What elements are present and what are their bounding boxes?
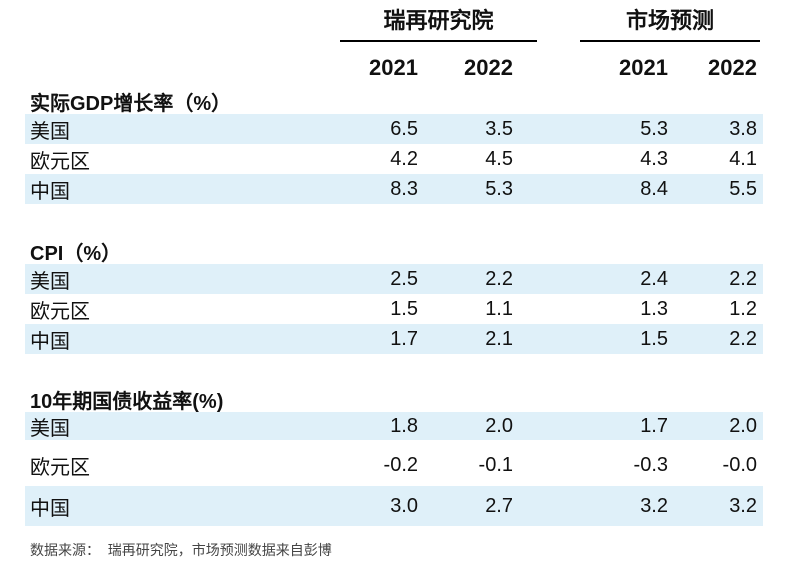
year-header: 2022 bbox=[464, 55, 513, 80]
year-header: 2022 bbox=[708, 55, 757, 80]
row-label: 欧元区 bbox=[30, 300, 90, 323]
table-row-eurozone: 欧元区 4.2 4.5 4.3 4.1 bbox=[25, 144, 763, 174]
cell-value: 2.7 bbox=[485, 494, 513, 517]
cell-value: 2.0 bbox=[485, 414, 513, 437]
table-row-china: 中国 3.0 2.7 3.2 3.2 bbox=[25, 486, 763, 526]
cell-value: 4.2 bbox=[390, 147, 418, 170]
section-bond-yield: 10年期国债收益率(%) 美国 1.8 2.0 1.7 2.0 欧元区 -0.2… bbox=[0, 386, 788, 526]
row-label: 中国 bbox=[30, 330, 70, 353]
year-header: 2021 bbox=[619, 55, 668, 80]
table-row-us: 美国 6.5 3.5 5.3 3.8 bbox=[25, 114, 763, 144]
row-label: 欧元区 bbox=[30, 150, 90, 173]
cell-value: 1.8 bbox=[390, 414, 418, 437]
row-label: 欧元区 bbox=[30, 456, 90, 479]
cell-value: 1.2 bbox=[729, 297, 757, 320]
cell-value: 5.5 bbox=[729, 177, 757, 200]
cell-value: 3.2 bbox=[729, 494, 757, 517]
column-group-label: 市场预测 bbox=[625, 8, 714, 33]
cell-value: 2.2 bbox=[485, 267, 513, 290]
cell-value: 1.3 bbox=[640, 297, 668, 320]
cell-value: 2.5 bbox=[390, 267, 418, 290]
cell-value: 5.3 bbox=[485, 177, 513, 200]
cell-value: 1.5 bbox=[390, 297, 418, 320]
cell-value: 2.0 bbox=[729, 414, 757, 437]
source-note: 数据来源： 瑞再研究院，市场预测数据来自彭博 bbox=[30, 542, 332, 558]
row-label: 美国 bbox=[30, 120, 70, 143]
column-group-header-row: 瑞再研究院 市场预测 bbox=[0, 8, 788, 42]
cell-value: 1.7 bbox=[640, 414, 668, 437]
cell-value: -0.3 bbox=[633, 453, 668, 476]
cell-value: 6.5 bbox=[390, 117, 418, 140]
cell-value: 4.3 bbox=[640, 147, 668, 170]
cell-value: 3.5 bbox=[485, 117, 513, 140]
table-row-us: 美国 2.5 2.2 2.4 2.2 bbox=[25, 264, 763, 294]
section-title: 10年期国债收益率(%) bbox=[30, 390, 224, 413]
column-group-label: 瑞再研究院 bbox=[383, 8, 494, 33]
cell-value: 2.2 bbox=[729, 327, 757, 350]
cell-value: 8.3 bbox=[390, 177, 418, 200]
cell-value: -0.1 bbox=[478, 453, 513, 476]
table-row-eurozone: 欧元区 1.5 1.1 1.3 1.2 bbox=[25, 294, 763, 324]
table-row-china: 中国 1.7 2.1 1.5 2.2 bbox=[25, 324, 763, 354]
table-row-eurozone: 欧元区 -0.2 -0.1 -0.3 -0.0 bbox=[25, 450, 763, 480]
row-label: 中国 bbox=[30, 180, 70, 203]
cell-value: 2.2 bbox=[729, 267, 757, 290]
cell-value: 2.4 bbox=[640, 267, 668, 290]
cell-value: 4.1 bbox=[729, 147, 757, 170]
cell-value: 2.1 bbox=[485, 327, 513, 350]
table-row-us: 美国 1.8 2.0 1.7 2.0 bbox=[25, 412, 763, 440]
section-title: CPI（%） bbox=[30, 242, 122, 265]
cell-value: -0.2 bbox=[383, 453, 418, 476]
row-label: 美国 bbox=[30, 270, 70, 293]
section-gdp-growth: 实际GDP增长率（%） 美国 6.5 3.5 5.3 3.8 欧元区 4.2 4… bbox=[0, 88, 788, 204]
section-cpi: CPI（%） 美国 2.5 2.2 2.4 2.2 欧元区 1.5 1.1 1.… bbox=[0, 238, 788, 354]
cell-value: 4.5 bbox=[485, 147, 513, 170]
cell-value: -0.0 bbox=[722, 453, 757, 476]
cell-value: 1.5 bbox=[640, 327, 668, 350]
year-header: 2021 bbox=[369, 55, 418, 80]
cell-value: 3.0 bbox=[390, 494, 418, 517]
section-title: 实际GDP增长率（%） bbox=[30, 92, 232, 115]
column-group-swiss-re-institute: 瑞再研究院 bbox=[340, 3, 537, 42]
cell-value: 3.8 bbox=[729, 117, 757, 140]
table-row-china: 中国 8.3 5.3 8.4 5.5 bbox=[25, 174, 763, 204]
cell-value: 3.2 bbox=[640, 494, 668, 517]
cell-value: 5.3 bbox=[640, 117, 668, 140]
row-label: 美国 bbox=[30, 417, 70, 440]
cell-value: 8.4 bbox=[640, 177, 668, 200]
year-header-row: 2021 2022 2021 2022 bbox=[25, 54, 763, 82]
cell-value: 1.1 bbox=[485, 297, 513, 320]
row-label: 中国 bbox=[30, 497, 70, 520]
column-group-market-forecast: 市场预测 bbox=[580, 3, 760, 42]
cell-value: 1.7 bbox=[390, 327, 418, 350]
